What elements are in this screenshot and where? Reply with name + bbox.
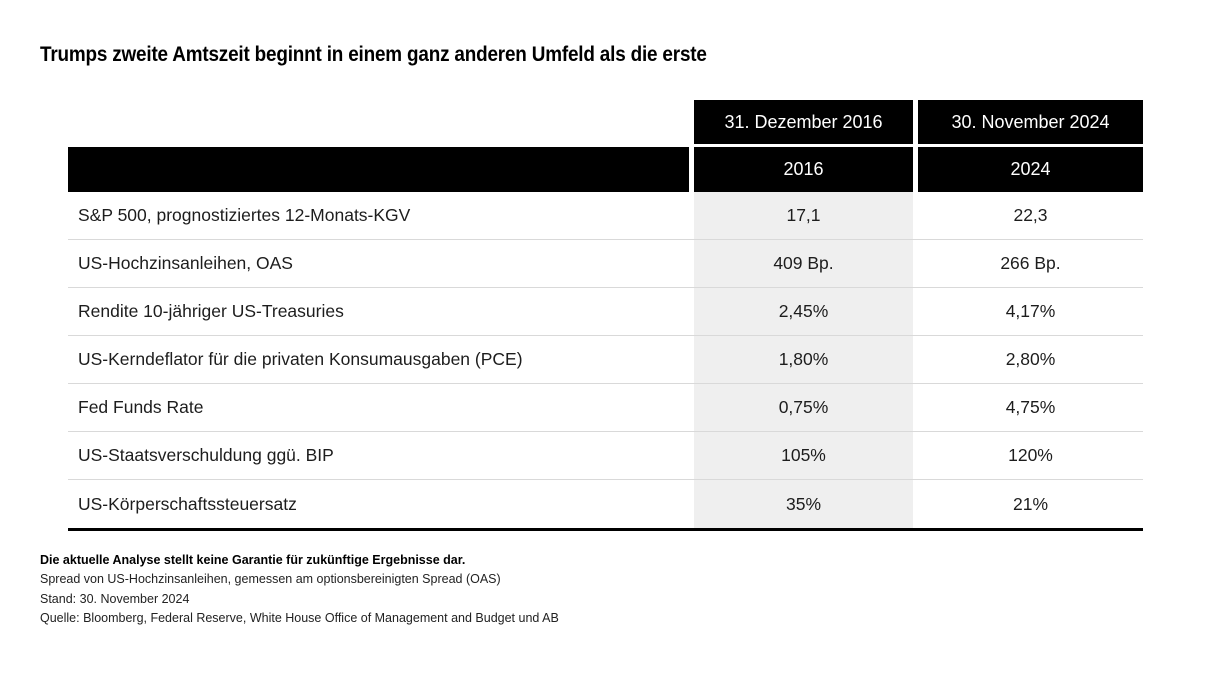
header-spacer <box>68 100 689 144</box>
date-header-2016: 31. Dezember 2016 <box>694 100 913 144</box>
value-2024: 21% <box>1012 493 1049 514</box>
year-header-label-cell <box>68 147 689 192</box>
row-label: S&P 500, prognostiziertes 12-Monats-KGV <box>78 205 411 225</box>
table-row: US-Staatsverschuldung ggü. BIP 105% 120% <box>68 432 1143 480</box>
row-label: US-Kerndeflator für die privaten Konsuma… <box>78 349 523 369</box>
table-row: US-Körperschaftssteuersatz 35% 21% <box>68 480 1143 528</box>
value-2016: 35% <box>694 480 913 528</box>
row-label: Fed Funds Rate <box>78 397 204 417</box>
table-row: US-Hochzinsanleihen, OAS 409 Bp. 266 Bp. <box>68 240 1143 288</box>
value-2016: 1,80% <box>694 336 913 383</box>
table-row: Fed Funds Rate 0,75% 4,75% <box>68 384 1143 432</box>
footnote-as-of: Stand: 30. November 2024 <box>40 591 190 606</box>
table-row: S&P 500, prognostiziertes 12-Monats-KGV … <box>68 192 1143 240</box>
table-bottom-rule <box>68 528 1143 531</box>
value-2016: 105% <box>694 432 913 479</box>
year-header-2024: 2024 <box>918 147 1143 192</box>
footnote-oas: Spread von US-Hochzinsanleihen, gemessen… <box>40 572 501 587</box>
footnote-source: Quelle: Bloomberg, Federal Reserve, Whit… <box>40 610 559 625</box>
row-label: US-Staatsverschuldung ggü. BIP <box>78 445 334 465</box>
value-2016: 17,1 <box>694 192 913 239</box>
value-2024: 4,17% <box>1005 301 1056 321</box>
value-2024: 2,80% <box>1005 349 1056 369</box>
value-2016: 409 Bp. <box>694 240 913 287</box>
footnotes: Die aktuelle Analyse stellt keine Garant… <box>40 551 559 628</box>
table-row: Rendite 10-jähriger US-Treasuries 2,45% … <box>68 288 1143 336</box>
year-header-row: 2016 2024 <box>68 147 1143 192</box>
disclaimer-text: Die aktuelle Analyse stellt keine Garant… <box>40 553 466 567</box>
value-2016: 0,75% <box>694 384 913 431</box>
value-2024: 22,3 <box>1013 205 1048 225</box>
year-header-2016: 2016 <box>694 147 913 192</box>
comparison-table: 31. Dezember 2016 30. November 2024 2016… <box>68 100 1143 531</box>
row-label: US-Körperschaftssteuersatz <box>78 493 297 514</box>
value-2024: 266 Bp. <box>1000 253 1061 273</box>
date-header-row: 31. Dezember 2016 30. November 2024 <box>68 100 1143 144</box>
date-header-2024: 30. November 2024 <box>918 100 1143 144</box>
row-label: US-Hochzinsanleihen, OAS <box>78 253 293 273</box>
value-2016: 2,45% <box>694 288 913 335</box>
value-2024: 4,75% <box>1005 397 1056 417</box>
value-2024: 120% <box>1008 445 1053 465</box>
table-row: US-Kerndeflator für die privaten Konsuma… <box>68 336 1143 384</box>
chart-title: Trumps zweite Amtszeit beginnt in einem … <box>40 43 707 66</box>
row-label: Rendite 10-jähriger US-Treasuries <box>78 301 344 321</box>
